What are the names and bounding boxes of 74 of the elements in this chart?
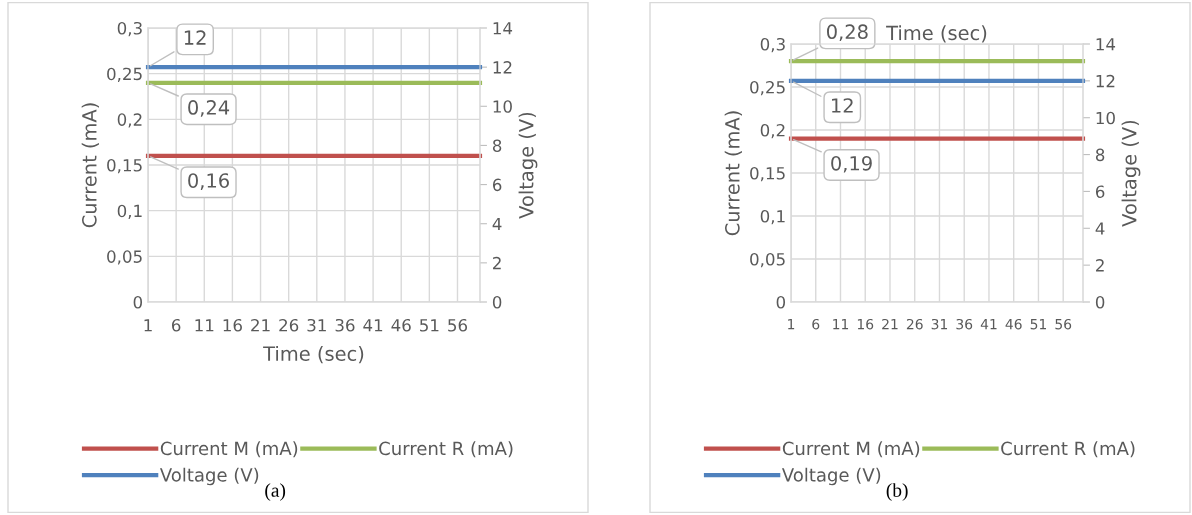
x-tick-label: 21 — [251, 318, 270, 332]
x-tick-label: 46 — [391, 318, 411, 332]
y2-tick-label: 14 — [1096, 38, 1116, 51]
legend-label: Current R (mA) — [1001, 441, 1135, 458]
y2-tick-label: 0 — [1095, 295, 1105, 309]
y2-axis-title: Voltage (V) — [518, 112, 538, 219]
y2-tick-label: 4 — [1095, 222, 1105, 235]
y2-tick-label: 8 — [492, 139, 502, 152]
x-tick-label: 16 — [223, 318, 242, 332]
data-label: 0,19 — [831, 155, 872, 173]
x-axis-title: Time (sec) — [263, 345, 364, 364]
x-tick-label: 31 — [931, 318, 948, 330]
x-tick-label: 6 — [172, 318, 181, 332]
x-tick-label: 51 — [1030, 319, 1047, 330]
y2-tick-label: 2 — [493, 256, 501, 270]
text: (a) — [265, 483, 286, 501]
x-tick-label: 21 — [882, 318, 898, 330]
x-tick-label: 56 — [448, 318, 468, 332]
legend-label: Current M (mA) — [782, 441, 920, 458]
legend-label: Voltage (V) — [159, 467, 259, 486]
y2-tick-label: 6 — [492, 178, 502, 192]
x-tick-label: 36 — [956, 318, 973, 330]
y-tick-label: 0,25 — [107, 67, 142, 82]
x-tick-label: 51 — [420, 319, 439, 332]
x-tick-label: 26 — [279, 318, 299, 332]
text: (b) — [886, 483, 908, 501]
legend-label: Current R (mA) — [379, 441, 513, 458]
y-tick-label: 0,15 — [107, 158, 142, 174]
data-label: 0,28 — [827, 24, 868, 42]
y-tick-label: 0,3 — [760, 37, 785, 53]
x-tick-label: 56 — [1055, 318, 1072, 330]
y-tick-label: 0,1 — [117, 204, 142, 219]
y2-tick-label: 4 — [492, 217, 502, 231]
x-tick-label: 46 — [1005, 318, 1022, 330]
y-tick-label: 0,15 — [750, 166, 785, 182]
y-tick-label: 0,3 — [117, 21, 142, 37]
x-tick-label: 16 — [857, 318, 874, 330]
y-tick-label: 0,1 — [760, 209, 785, 225]
y-axis-title: Current (mA) — [81, 103, 99, 228]
y2-tick-label: 12 — [1096, 74, 1115, 88]
y-axis-title: Current (mA) — [724, 111, 742, 236]
x-tick-label: 1 — [788, 319, 795, 330]
x-tick-label: 1 — [144, 319, 152, 332]
y-tick-label: 0 — [776, 295, 786, 309]
data-label: 0,24 — [188, 100, 230, 117]
y2-tick-label: 10 — [493, 100, 512, 113]
data-label: 12 — [184, 30, 206, 45]
y-tick-label: 0,05 — [750, 252, 785, 268]
y2-tick-label: 8 — [1095, 148, 1105, 162]
y2-tick-label: 10 — [1096, 111, 1115, 125]
y2-tick-label: 2 — [1096, 259, 1104, 272]
data-label: 0,16 — [188, 173, 229, 190]
x-tick-label: 41 — [980, 319, 997, 330]
x-tick-label: 36 — [335, 318, 355, 332]
y-tick-label: 0,25 — [750, 80, 785, 96]
y-tick-label: 0,2 — [117, 113, 142, 128]
y-tick-label: 0 — [133, 295, 143, 309]
x-tick-label: 31 — [307, 318, 326, 332]
y2-axis-title: Voltage (V) — [1121, 120, 1141, 227]
x-tick-label: 41 — [363, 319, 383, 332]
y2-tick-label: 0 — [492, 295, 502, 309]
y2-tick-label: 14 — [493, 22, 513, 35]
chart-title: Time (sec) — [886, 25, 987, 43]
data-label: 12 — [832, 98, 853, 113]
legend-label: Voltage (V) — [781, 467, 881, 486]
y2-tick-label: 6 — [1095, 185, 1105, 198]
legend-label: Current M (mA) — [160, 441, 298, 458]
x-tick-label: 11 — [195, 319, 214, 332]
y-tick-label: 0,2 — [760, 123, 785, 139]
y2-tick-label: 12 — [493, 61, 512, 74]
x-tick-label: 11 — [833, 319, 849, 330]
x-tick-label: 26 — [906, 318, 923, 330]
y-tick-label: 0,05 — [107, 250, 142, 265]
x-tick-label: 6 — [812, 318, 820, 330]
